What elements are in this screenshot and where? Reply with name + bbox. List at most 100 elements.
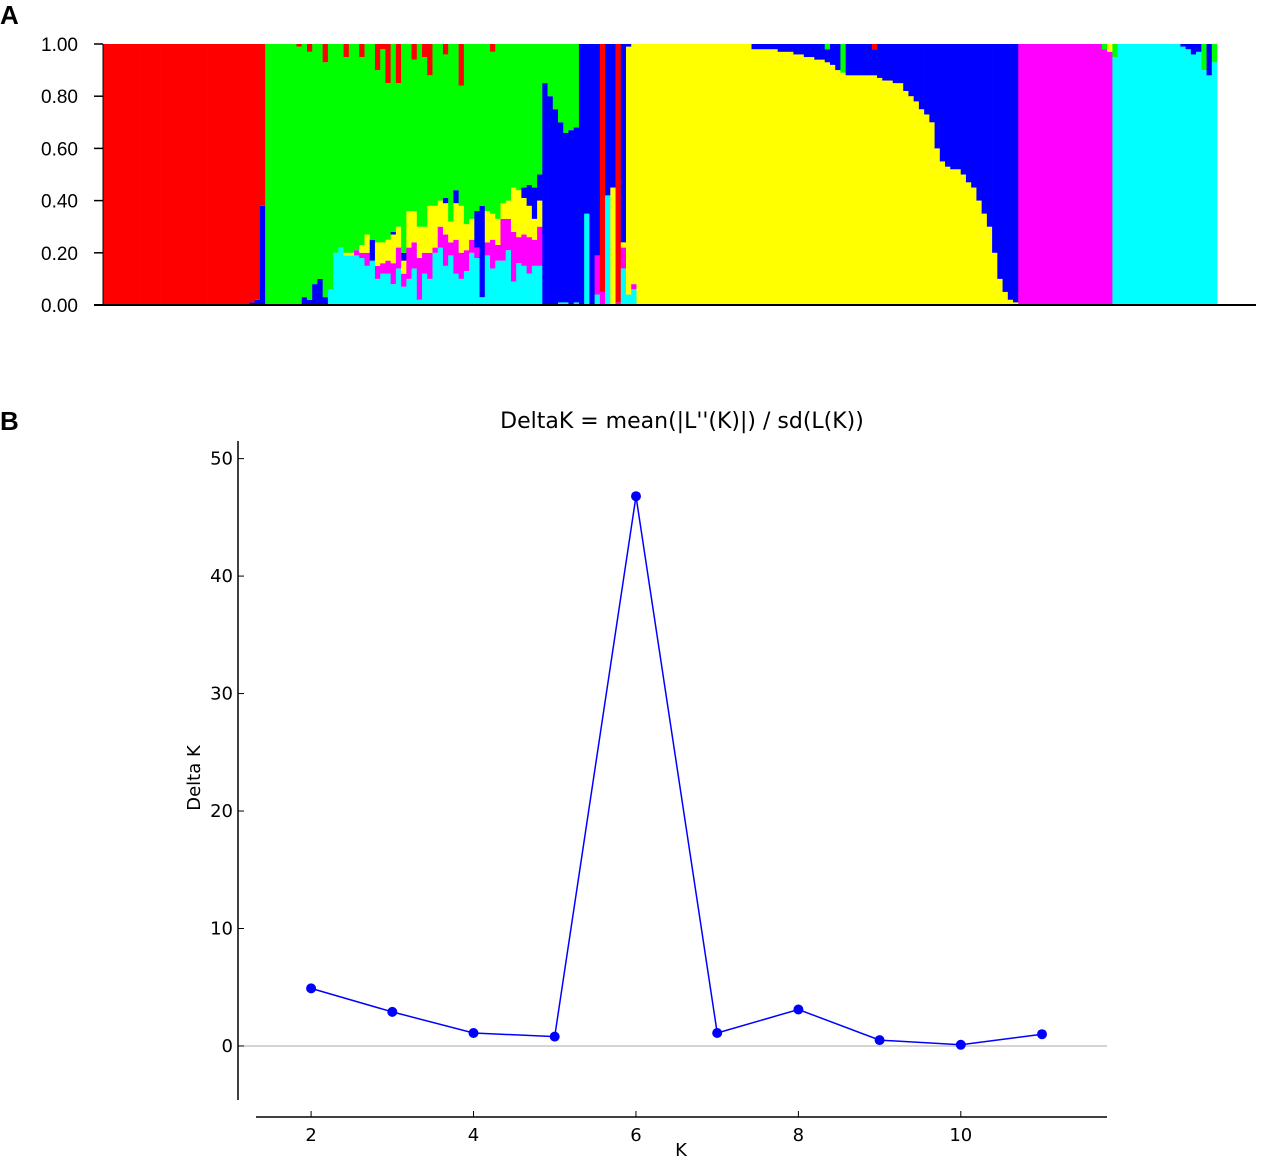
bar-segment-blue xyxy=(882,44,888,81)
bar-segment-green xyxy=(296,46,303,306)
bar-segment-magenta xyxy=(1070,44,1077,305)
bar-segment-yellow xyxy=(657,44,663,305)
y-tick-label: 0 xyxy=(222,1036,233,1057)
bar-segment-blue xyxy=(620,44,627,243)
delta-k-line xyxy=(310,496,1043,1046)
bar-segment-yellow xyxy=(877,77,883,306)
bar-segment-blue xyxy=(584,44,590,214)
bar-segment-blue xyxy=(526,184,533,206)
bar-segment-yellow xyxy=(777,51,784,305)
bar-segment-cyan xyxy=(1190,54,1197,305)
bar-segment-green xyxy=(490,51,496,214)
bar-segment-green xyxy=(552,44,559,110)
bar-segment-blue xyxy=(934,44,941,149)
bar-segment-blue xyxy=(809,44,815,58)
bar-segment-blue xyxy=(845,44,852,76)
bar-segment-yellow xyxy=(1013,302,1019,305)
bar-segment-blue xyxy=(761,44,768,50)
bar-segment-green xyxy=(1201,44,1207,71)
y-tick-label: 20 xyxy=(210,801,233,822)
bar-segment-blue xyxy=(945,44,951,167)
bar-segment-green xyxy=(286,44,292,305)
bar-segment-blue xyxy=(1013,44,1019,303)
bar-segment-cyan xyxy=(395,268,402,305)
bar-segment-yellow xyxy=(537,200,543,227)
bar-segment-red xyxy=(108,44,114,305)
bar-segment-yellow xyxy=(704,44,711,305)
bar-segment-green xyxy=(463,44,470,225)
admixture-bar-chart: 0.00 0.20 0.40 0.60 0.80 1.00 xyxy=(41,35,1256,317)
bar-segment-magenta xyxy=(1054,44,1061,305)
bar-segment-yellow xyxy=(416,226,423,259)
bar-segment-blue xyxy=(312,284,318,305)
bar-segment-yellow xyxy=(882,80,888,305)
bar-segment-yellow xyxy=(694,44,700,305)
bar-segment-green xyxy=(354,44,360,251)
bar-segment-blue xyxy=(756,44,763,50)
bar-segment-magenta xyxy=(390,263,397,285)
bar-segment-blue xyxy=(903,44,909,91)
delta-k-point xyxy=(793,1004,804,1015)
bar-segment-yellow xyxy=(526,205,533,238)
bar-segment-green xyxy=(406,44,412,212)
bar-segment-cyan xyxy=(354,255,360,305)
bar-segment-yellow xyxy=(636,44,643,305)
bar-segment-green xyxy=(474,44,480,212)
bar-segment-red xyxy=(233,44,240,305)
bar-segment-blue xyxy=(850,44,857,76)
bar-segment-cyan xyxy=(584,213,590,305)
bar-segment-yellow xyxy=(782,51,789,305)
bar-segment-green xyxy=(505,44,512,201)
bar-segment-green xyxy=(542,44,548,84)
bar-segment-blue xyxy=(531,187,538,219)
bar-segment-yellow xyxy=(861,75,867,305)
y-tick-label: 10 xyxy=(210,918,233,939)
bar-segment-blue xyxy=(986,44,993,227)
delta-k-point xyxy=(549,1031,560,1042)
bar-segment-cyan xyxy=(1149,44,1155,305)
bar-segment-cyan xyxy=(1164,44,1171,305)
bar-segment-blue xyxy=(552,109,559,305)
bar-segment-magenta xyxy=(416,258,423,300)
bar-segment-red xyxy=(306,44,313,52)
bar-segment-green xyxy=(327,44,334,290)
bar-segment-blue xyxy=(924,44,930,115)
bar-segment-blue xyxy=(594,44,601,256)
bar-segment-cyan xyxy=(573,302,580,305)
bar-segment-yellow xyxy=(364,234,371,253)
bar-segment-yellow xyxy=(746,44,752,305)
bar-segment-blue xyxy=(563,132,569,303)
bar-segment-blue xyxy=(369,239,376,261)
bar-segment-blue xyxy=(892,44,899,84)
bar-segment-red xyxy=(129,44,135,305)
bar-segment-yellow xyxy=(761,49,768,305)
bar-segment-yellow xyxy=(892,83,899,306)
bar-segment-green xyxy=(369,44,376,240)
bar-segment-red xyxy=(244,44,250,305)
bar-segment-blue xyxy=(301,297,308,305)
bar-segment-yellow xyxy=(866,75,873,305)
bar-segment-yellow xyxy=(401,260,407,274)
bar-segment-yellow xyxy=(620,242,627,248)
bar-segment-cyan xyxy=(563,302,569,305)
bar-segment-green xyxy=(484,44,491,212)
bar-segment-magenta xyxy=(620,247,627,269)
bar-segment-yellow xyxy=(756,49,763,305)
bar-segment-cyan xyxy=(537,265,543,305)
bar-segment-yellow xyxy=(725,44,731,305)
bar-segment-yellow xyxy=(735,44,742,305)
bar-segment-blue xyxy=(887,44,894,81)
bar-segment-yellow xyxy=(510,187,517,232)
bar-segment-yellow xyxy=(458,205,465,253)
bar-segment-yellow xyxy=(955,169,962,305)
bar-segment-green xyxy=(338,44,344,248)
bar-segment-yellow xyxy=(683,44,690,305)
bar-segment-blue xyxy=(589,44,595,305)
bar-segment-green xyxy=(270,44,276,305)
bar-segment-green xyxy=(395,83,402,227)
bar-segment-yellow xyxy=(714,44,721,305)
bar-segment-cyan xyxy=(338,247,344,305)
bar-segment-cyan xyxy=(416,299,423,305)
bar-segment-blue xyxy=(259,205,266,305)
bar-segment-magenta xyxy=(490,239,496,269)
